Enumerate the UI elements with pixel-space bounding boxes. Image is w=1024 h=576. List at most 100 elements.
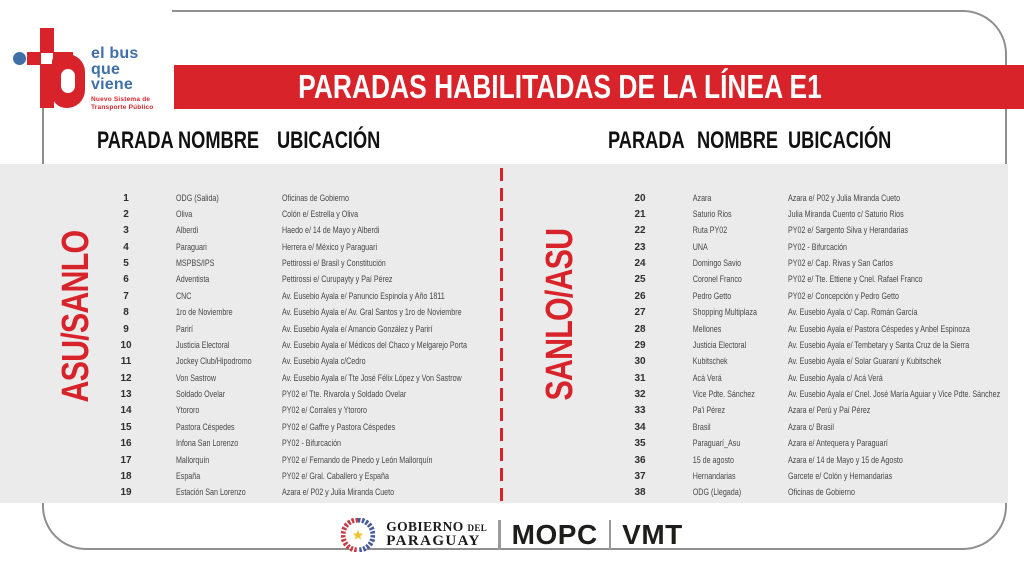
stop-location: PY02 - Bifurcación bbox=[282, 438, 342, 450]
table-row: 25 Coronel Franco PY02 e/ Tte. Ettiene y C… bbox=[600, 273, 1024, 287]
stop-number: 5 bbox=[123, 258, 129, 269]
stop-name: Justicia Electoral bbox=[692, 339, 747, 351]
stop-number: 1 bbox=[123, 192, 129, 204]
stop-name: Paraguari bbox=[176, 241, 207, 253]
stop-location: Azara e/ P02 y Julia Miranda Cueto bbox=[788, 192, 901, 204]
stop-name: Kubitschek bbox=[692, 356, 728, 368]
stop-name: Parirí bbox=[176, 323, 194, 335]
table-background-panel bbox=[0, 164, 1008, 503]
table-row: 12 Von Sastrow Av. Eusebio Ayala e/ Tte Jo… bbox=[82, 371, 498, 385]
table-row: 9 Parirí Av. Eusebio Ayala e/ Amancio Gonz… bbox=[82, 322, 498, 336]
table-row: 27 Shopping Multiplaza Av. Eusebio Ayala c… bbox=[600, 306, 1024, 320]
stop-name: Ytororo bbox=[176, 405, 200, 417]
stop-number: 7 bbox=[123, 290, 129, 302]
page-title: PARADAS HABILITADAS DE LA LÍNEA E1 bbox=[298, 68, 822, 105]
stop-number: 2 bbox=[123, 208, 129, 220]
stop-location: Av. Eusebio Ayala c/ Cap. Román García bbox=[788, 307, 918, 319]
stop-location: Oficinas de Gobierno bbox=[282, 192, 349, 204]
stop-name: Acá Verá bbox=[692, 372, 722, 384]
stop-name: Mallorquín bbox=[176, 454, 210, 466]
logo-wordmark: el bus que viene bbox=[91, 45, 139, 94]
header-parada-right: PARADA bbox=[608, 127, 685, 154]
stop-number: 8 bbox=[123, 307, 129, 319]
stop-name: Soldado Ovelar bbox=[176, 389, 226, 400]
logo-dot bbox=[13, 52, 26, 65]
stop-location: Herrera e/ México y Paraguari bbox=[282, 241, 378, 253]
stop-number: 16 bbox=[120, 438, 132, 450]
table-row: 3 Alberdi Haedo e/ 14 de Mayo y Alberdi bbox=[82, 224, 498, 238]
table-row: 33 Pa'i Pérez Azara e/ Perú y Paí Pérez bbox=[600, 404, 1024, 418]
stop-number: 9 bbox=[123, 323, 129, 335]
table-row: 23 UNA PY02 - Bifurcación bbox=[600, 240, 1024, 254]
stop-number: 25 bbox=[634, 274, 646, 286]
stop-name: UNA bbox=[692, 241, 708, 253]
stop-location: Av. Eusebio Ayala e/ Av. Gral Santos y 1… bbox=[282, 307, 462, 319]
stop-number: 20 bbox=[634, 192, 646, 204]
table-row: 38 ODG (Llegada) Oficinas de Gobierno bbox=[600, 486, 1024, 500]
stop-name: Justicia Electoral bbox=[176, 339, 230, 351]
stop-number: 36 bbox=[634, 454, 646, 466]
stop-location: Av. Eusebio Ayala e/ Pastora Céspedes y … bbox=[788, 323, 970, 335]
stop-number: 24 bbox=[634, 258, 646, 269]
stop-name: Vice Pdte. Sánchez bbox=[692, 389, 755, 400]
stop-number: 3 bbox=[123, 225, 129, 237]
header-nombre-right: NOMBRE bbox=[697, 127, 779, 154]
stop-location: Azara e/ 14 de Mayo y 15 de Agosto bbox=[788, 454, 903, 466]
stop-location: Pettirossi e/ Brasil y Constitución bbox=[282, 258, 386, 269]
stop-number: 30 bbox=[634, 356, 646, 368]
stop-location: Azara e/ Antequera y Paraguarí bbox=[788, 438, 888, 450]
stop-location: Garcete e/ Colón y Hernandarias bbox=[788, 470, 893, 482]
stop-name: Hernandarias bbox=[692, 470, 736, 482]
table-row: 32 Vice Pdte. Sánchez Av. Eusebio Ayala e/… bbox=[600, 388, 1024, 402]
stop-name: Paraguarí_Asu bbox=[692, 438, 741, 450]
table-row: 1 ODG (Salida) Oficinas de Gobierno bbox=[82, 191, 498, 205]
stop-location: PY02 e/ Gral. Caballero y España bbox=[282, 470, 389, 482]
stop-location: Azara e/ P02 y Julia Miranda Cueto bbox=[282, 487, 395, 499]
stop-location: Av. Eusebio Ayala e/ Cnel. José María Ag… bbox=[788, 389, 1001, 400]
logo-subtitle: Nuevo Sistema de Transporte Público bbox=[91, 96, 154, 111]
footer-separator bbox=[608, 520, 612, 550]
table-row: 34 Brasil Azara c/ Brasil bbox=[600, 420, 1024, 434]
stop-location: PY02 e/ Gaffre y Pastora Céspedes bbox=[282, 421, 396, 433]
table-row: 2 Oliva Colón e/ Estrella y Oliva bbox=[82, 207, 498, 221]
stops-table-asu-sanlo: 1 ODG (Salida) Oficinas de Gobierno 2 Oliva C… bbox=[82, 191, 498, 500]
stop-name: Saturio Rios bbox=[692, 208, 732, 220]
stop-name: Alberdi bbox=[176, 225, 199, 237]
mopc-logo: MOPC bbox=[511, 519, 598, 550]
table-row: 7 CNC Av. Eusebio Ayala e/ Panuncio Espino… bbox=[82, 289, 498, 303]
dashed-divider bbox=[500, 168, 503, 505]
stop-name: Von Sastrow bbox=[176, 372, 217, 384]
stop-name: Brasil bbox=[692, 421, 711, 433]
table-row: 29 Justicia Electoral Av. Eusebio Ayala e/… bbox=[600, 338, 1024, 352]
stop-number: 34 bbox=[634, 421, 646, 433]
table-row: 10 Justicia Electoral Av. Eusebio Ayala e/… bbox=[82, 338, 498, 352]
gobierno-del-paraguay-wordmark: GOBIERNO DEL PARAGUAY bbox=[386, 519, 488, 550]
stop-location: PY02 e/ Concepción y Pedro Getto bbox=[788, 290, 899, 302]
table-row: 8 1ro de Noviembre Av. Eusebio Ayala e/ Av… bbox=[82, 306, 498, 320]
stop-location: Oficinas de Gobierno bbox=[788, 487, 855, 499]
table-row: 17 Mallorquín PY02 e/ Fernando de Pinedo y… bbox=[82, 453, 498, 467]
stop-name: ODG (Salida) bbox=[176, 192, 219, 204]
stop-location: Julia Miranda Cuento c/ Saturio Rios bbox=[788, 208, 904, 220]
table-row: 11 Jockey Club/Hipodromo Av. Eusebio Ayala… bbox=[82, 355, 498, 369]
stop-number: 19 bbox=[120, 487, 132, 499]
stop-number: 26 bbox=[634, 290, 646, 302]
table-row: 18 España PY02 e/ Gral. Caballero y España bbox=[82, 469, 498, 483]
stop-name: Azara bbox=[692, 192, 712, 204]
table-row: 31 Acá Verá Av. Eusebio Ayala c/ Acá Verá bbox=[600, 371, 1024, 385]
stop-location: PY02 e/ Tte. Rivarola y Soldado Ovelar bbox=[282, 389, 407, 400]
table-row: 37 Hernandarias Garcete e/ Colón y Hernand… bbox=[600, 469, 1024, 483]
stop-name: MSPBS/IPS bbox=[176, 258, 215, 269]
title-banner: PARADAS HABILITADAS DE LA LÍNEA E1 bbox=[174, 65, 1024, 109]
stop-number: 27 bbox=[634, 307, 646, 319]
stop-name: CNC bbox=[176, 290, 192, 302]
stop-number: 17 bbox=[120, 454, 132, 466]
table-row: 22 Ruta PY02 PY02 e/ Sargento Silva y Hera… bbox=[600, 224, 1024, 238]
bus-logo-icon bbox=[13, 28, 87, 112]
header-parada-left: PARADA bbox=[97, 127, 174, 154]
table-row: 15 Pastora Céspedes PY02 e/ Gaffre y Pasto… bbox=[82, 420, 498, 434]
stop-location: Azara e/ Perú y Paí Pérez bbox=[788, 405, 871, 417]
stop-location: Pettirossi e/ Curupayty y Paí Pérez bbox=[282, 274, 393, 286]
logo-b-hole bbox=[61, 69, 75, 93]
stop-name: Mellones bbox=[692, 323, 722, 335]
